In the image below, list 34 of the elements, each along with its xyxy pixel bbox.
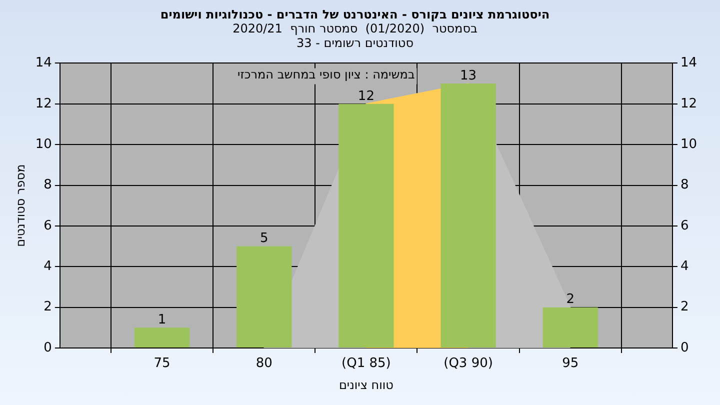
data-label: 2	[566, 292, 575, 308]
chart-title: היסטוגרמת ציונים בקורס - האינטרנט של הדברים - טכנולוגיות וישומים	[160, 7, 550, 22]
x-tick-label: (Q3 90)	[444, 356, 493, 372]
y2-tick-label: 14	[680, 56, 698, 71]
y2-tick-label: 6	[680, 218, 689, 234]
data-label: 13	[460, 68, 477, 84]
x-tick-label: (Q1 85)	[342, 356, 391, 372]
y-tick-label: 0	[44, 340, 52, 356]
x-tick-label: 95	[562, 356, 579, 372]
chart-subtitle: בסמסטר (01/2020) סמסטר חורף 2020/21 סטודנטים רשומים - 33	[232, 22, 478, 50]
data-label: 5	[260, 231, 268, 246]
y2-tick-label: 10	[680, 136, 698, 152]
y-tick-label: 8	[44, 178, 52, 193]
y2-tick-label: 0	[680, 340, 689, 356]
x-tick-label: 80	[256, 356, 272, 372]
data-label: 1	[158, 312, 166, 328]
y2-tick-label: 12	[680, 96, 698, 112]
bar	[134, 328, 190, 348]
x-tick-label: 75	[154, 356, 170, 372]
y-tick-label: 2	[44, 300, 52, 315]
y-tick-label: 4	[44, 259, 52, 274]
bar	[236, 246, 292, 348]
y-tick-label: 6	[44, 218, 52, 234]
y2-tick-label: 4	[680, 259, 689, 274]
x-axis-title: טווח ציונים	[338, 378, 394, 392]
y-tick-label: 12	[35, 96, 52, 112]
data-label: 12	[358, 88, 374, 104]
y-axis-title: מספר סטודנטים	[13, 164, 28, 247]
y-tick-label: 14	[35, 56, 52, 71]
bar	[542, 307, 598, 348]
y-tick-label: 10	[35, 136, 52, 152]
annotation: במשימה : ציון סופי במחשב המרכזי	[238, 67, 415, 82]
y2-tick-label: 2	[680, 300, 689, 315]
y2-tick-label: 8	[680, 178, 689, 193]
